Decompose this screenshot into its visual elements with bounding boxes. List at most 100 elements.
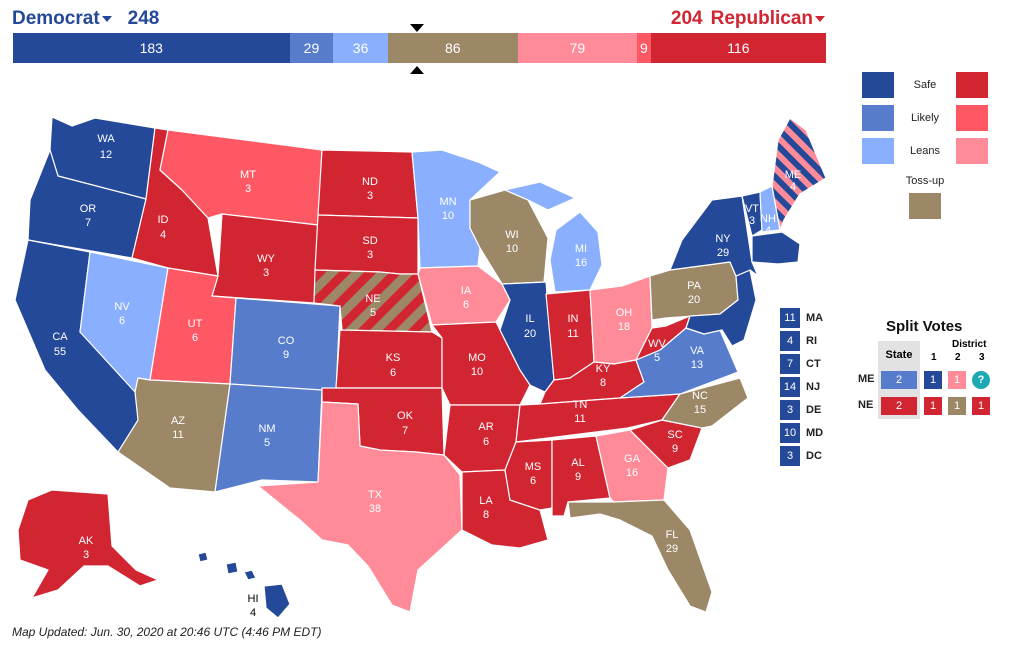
state-nm[interactable]: NM 5 bbox=[214, 383, 323, 493]
state-nh-label: NH bbox=[760, 213, 776, 225]
split-state-label: NE bbox=[858, 399, 874, 411]
state-az-label: AZ bbox=[171, 415, 185, 427]
small-state-ev[interactable]: 3 bbox=[780, 400, 800, 420]
legend-tossup-swatch[interactable] bbox=[909, 193, 941, 219]
state-ut-label: UT bbox=[188, 318, 203, 330]
small-state-abbr: CT bbox=[806, 358, 821, 370]
split-me-district-1[interactable]: 1 bbox=[924, 371, 942, 389]
state-nc[interactable]: NC 15 bbox=[627, 377, 749, 429]
split-state-label: ME bbox=[858, 373, 875, 385]
state-ar-ev: 6 bbox=[483, 436, 489, 448]
state-il-ev: 20 bbox=[524, 328, 536, 340]
small-states-list: 11 MA 4 RI 7 CT 14 NJ 3 DE 10 MD 3 DC bbox=[780, 308, 823, 469]
state-nc-label: NC bbox=[692, 390, 708, 402]
split-ne-district-2[interactable]: 1 bbox=[948, 397, 966, 415]
small-state-dc[interactable]: 3 DC bbox=[780, 446, 823, 466]
state-mi-label: MI bbox=[575, 243, 587, 255]
state-ms[interactable]: MS 6 bbox=[504, 439, 553, 511]
state-vt-label: VT bbox=[745, 203, 759, 215]
bar-safe-rep: 116 bbox=[650, 33, 826, 63]
split-me-district-2[interactable]: 1 bbox=[948, 371, 966, 389]
state-ky-label: KY bbox=[596, 363, 611, 375]
split-ne-district-3[interactable]: 1 bbox=[972, 397, 990, 415]
small-state-nj[interactable]: 14 NJ bbox=[780, 377, 823, 397]
legend-safe-rep-swatch[interactable] bbox=[956, 72, 988, 98]
state-ia[interactable]: IA 6 bbox=[417, 265, 511, 326]
state-ne-label: NE bbox=[365, 293, 380, 305]
split-me-statewide[interactable]: 2 bbox=[881, 371, 917, 389]
split-ne-district-1[interactable]: 1 bbox=[924, 397, 942, 415]
small-state-ri[interactable]: 4 RI bbox=[780, 331, 823, 351]
small-state-ev[interactable]: 10 bbox=[780, 423, 800, 443]
small-state-abbr: DE bbox=[806, 404, 822, 416]
small-state-ct[interactable]: 7 CT bbox=[780, 354, 823, 374]
state-me[interactable]: ME4 bbox=[771, 117, 827, 231]
state-tx[interactable]: TX 38 bbox=[257, 401, 463, 613]
state-ak-label: AK bbox=[79, 535, 94, 547]
state-nd[interactable]: ND 3 bbox=[317, 149, 419, 219]
state-wy[interactable]: WY 3 bbox=[211, 213, 319, 304]
state-wi-ev: 10 bbox=[506, 243, 518, 255]
state-wa-label: WA bbox=[97, 133, 115, 145]
small-state-abbr: MA bbox=[806, 312, 824, 324]
state-tn[interactable]: TN 11 bbox=[515, 393, 681, 443]
help-icon[interactable]: ? bbox=[972, 371, 990, 389]
split-votes-header: State District 1 2 3 bbox=[858, 339, 998, 369]
state-md-de-nj[interactable] bbox=[685, 269, 757, 347]
state-va-ev: 13 bbox=[691, 359, 703, 371]
midpoint-marker-bottom-icon bbox=[410, 66, 424, 74]
split-votes-panel: Split Votes State District 1 2 3 ME 2 1 … bbox=[858, 318, 998, 419]
state-ny[interactable]: NY 29 bbox=[669, 195, 759, 277]
republican-total: 204 bbox=[670, 8, 703, 29]
small-state-ev[interactable]: 14 bbox=[780, 377, 800, 397]
small-state-ev[interactable]: 11 bbox=[780, 308, 800, 328]
legend-likely-rep-swatch[interactable] bbox=[956, 105, 988, 131]
small-state-ev[interactable]: 7 bbox=[780, 354, 800, 374]
democrat-header[interactable]: Democrat 248 bbox=[12, 8, 159, 30]
small-state-ma[interactable]: 11 MA bbox=[780, 308, 823, 328]
legend-lean-rep-swatch[interactable] bbox=[956, 138, 988, 164]
state-mo-label: MO bbox=[468, 352, 486, 364]
state-la[interactable]: LA 8 bbox=[461, 469, 549, 549]
small-state-de[interactable]: 3 DE bbox=[780, 400, 823, 420]
state-tn-ev: 11 bbox=[574, 413, 585, 425]
small-state-ev[interactable]: 4 bbox=[780, 331, 800, 351]
state-pa[interactable]: PA 20 bbox=[649, 261, 739, 321]
state-mt-ev: 3 bbox=[245, 183, 251, 195]
small-state-ev[interactable]: 3 bbox=[780, 446, 800, 466]
small-state-abbr: NJ bbox=[806, 381, 821, 393]
state-ks-label: KS bbox=[386, 352, 401, 364]
democrat-label: Democrat bbox=[12, 8, 100, 29]
state-ok-label: OK bbox=[397, 410, 414, 422]
legend-likely-dem-swatch[interactable] bbox=[862, 105, 894, 131]
state-az-ev: 11 bbox=[172, 429, 183, 441]
state-hi[interactable]: HI 4 bbox=[197, 551, 291, 619]
state-mi[interactable]: MI 16 bbox=[504, 181, 603, 293]
state-nv-ev: 6 bbox=[119, 315, 125, 327]
state-fl[interactable]: FL 29 bbox=[567, 499, 713, 613]
chevron-down-icon[interactable] bbox=[815, 15, 825, 22]
state-nm-ev: 5 bbox=[264, 437, 270, 449]
legend-lean-dem-swatch[interactable] bbox=[862, 138, 894, 164]
state-mo[interactable]: MO 10 bbox=[431, 321, 531, 406]
midpoint-marker-top-icon bbox=[410, 24, 424, 32]
state-sd[interactable]: SD 3 bbox=[314, 214, 419, 275]
state-in-ev: 11 bbox=[567, 328, 578, 340]
republican-header[interactable]: 204 Republican bbox=[671, 8, 825, 30]
small-state-abbr: MD bbox=[806, 427, 824, 439]
state-pa-ev: 20 bbox=[688, 294, 700, 306]
state-az[interactable]: AZ 11 bbox=[117, 377, 231, 493]
state-ak[interactable]: AK 3 bbox=[17, 489, 159, 599]
state-nd-ev: 3 bbox=[367, 190, 373, 202]
chevron-down-icon[interactable] bbox=[101, 15, 112, 22]
bar-tossup: 86 bbox=[387, 33, 518, 63]
state-in[interactable]: IN 11 bbox=[545, 289, 595, 381]
state-mn-ev: 10 bbox=[442, 210, 454, 222]
state-in-label: IN bbox=[568, 313, 579, 325]
split-ne-statewide[interactable]: 2 bbox=[881, 397, 917, 415]
state-ks[interactable]: KS 6 bbox=[335, 329, 443, 389]
small-state-md[interactable]: 10 MD bbox=[780, 423, 823, 443]
state-ma-ct-ri[interactable] bbox=[751, 231, 801, 265]
state-co[interactable]: CO 9 bbox=[229, 297, 341, 393]
legend-safe-dem-swatch[interactable] bbox=[862, 72, 894, 98]
